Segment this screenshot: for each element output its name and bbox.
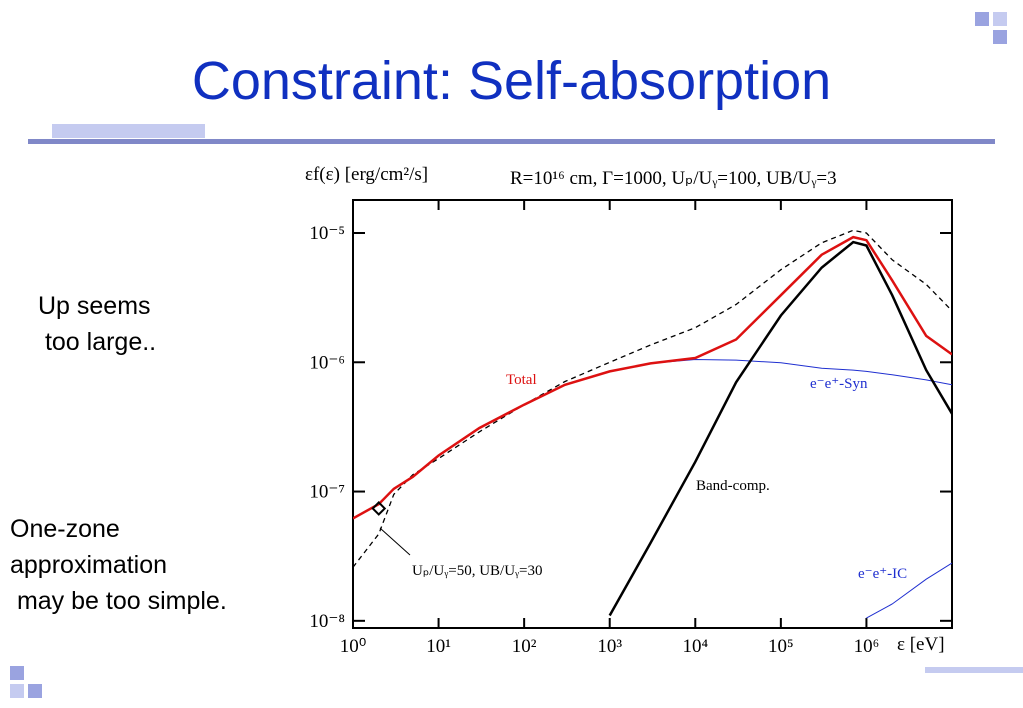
chart-subtitle: R=10¹⁶ cm, Γ=1000, Uₚ/Uᵧ=100, UB/Uᵧ=3 [510, 168, 837, 189]
decoration [993, 30, 1007, 44]
y-tick-label: 10⁻⁸ [309, 611, 345, 632]
series-label: Uₚ/Uᵧ=50, UB/Uᵧ=30 [412, 563, 542, 579]
x-tick-label: 10³ [597, 636, 622, 657]
x-tick-label: 10⁰ [340, 636, 367, 657]
series-label: e⁻e⁺-IC [858, 566, 907, 582]
series-line [608, 240, 952, 617]
x-tick-label: 10² [512, 636, 537, 657]
y-axis-label: εf(ε) [erg/cm²/s] [305, 164, 428, 185]
decoration [993, 12, 1007, 26]
x-axis-label: ε [eV] [897, 634, 945, 655]
series-label: Total [506, 372, 537, 388]
series-line [866, 562, 952, 619]
series-label: Band-comp. [696, 478, 770, 494]
annotation-pointer [379, 527, 411, 556]
note: One-zone approximation may be too simple… [10, 515, 227, 615]
y-tick-label: 10⁻⁵ [309, 223, 345, 244]
x-tick-label: 10⁵ [768, 636, 794, 657]
x-tick-label: 10⁴ [682, 636, 708, 657]
decoration [10, 684, 24, 698]
slide-title: Constraint: Self-absorption [191, 51, 832, 111]
y-tick-label: 10⁻⁶ [309, 352, 345, 373]
x-tick-label: 10¹ [426, 636, 451, 657]
x-tick-label: 10⁶ [854, 636, 880, 657]
decoration [52, 124, 205, 138]
plot-frame [352, 199, 953, 629]
series-label: e⁻e⁺-Syn [810, 376, 868, 392]
rule [28, 139, 995, 144]
series-line [353, 235, 952, 520]
decoration [28, 684, 42, 698]
decoration [975, 12, 989, 26]
series-line [353, 229, 952, 568]
marker [371, 501, 387, 516]
note: Up seems too large.. [38, 292, 157, 356]
decoration [925, 667, 1023, 673]
decoration [10, 666, 24, 680]
y-tick-label: 10⁻⁷ [309, 482, 345, 503]
